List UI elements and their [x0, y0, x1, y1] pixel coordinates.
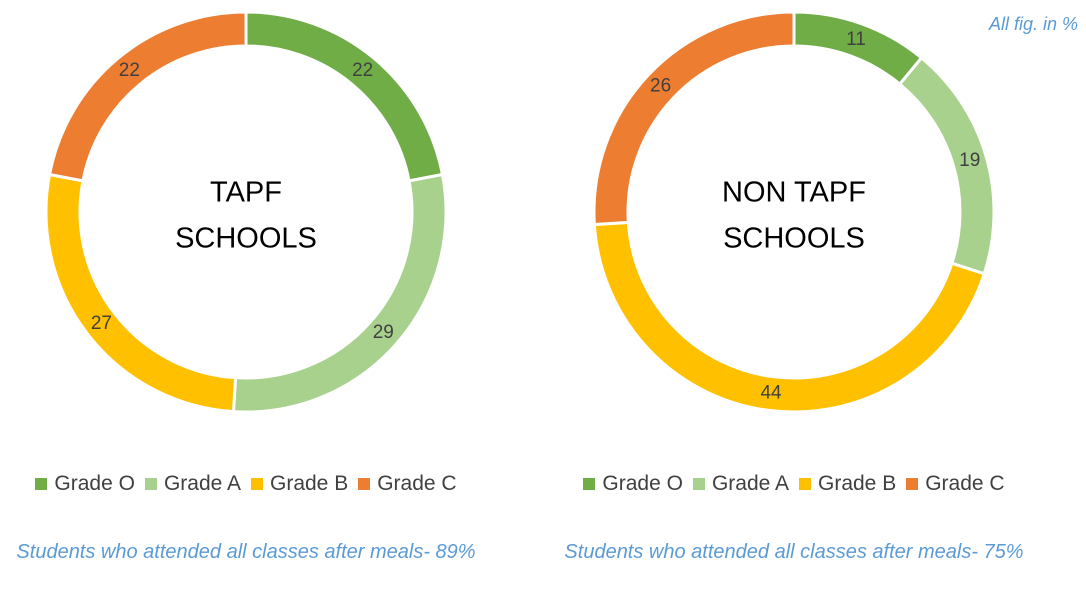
legend-swatch — [251, 478, 263, 490]
data-label: 22 — [352, 60, 373, 81]
legend-label: Grade A — [163, 472, 241, 495]
donut-slice — [47, 10, 248, 183]
center-label: SCHOOLS — [175, 223, 317, 255]
data-label: 22 — [119, 60, 140, 81]
legend-label: Grade C — [377, 472, 457, 495]
center-label: SCHOOLS — [723, 223, 865, 255]
legend-item: Grade B — [799, 472, 896, 496]
donut-slice — [44, 172, 238, 414]
donut-slice — [244, 10, 445, 183]
legend-label: Grade A — [711, 472, 789, 495]
legend: Grade O Grade A Grade B Grade C — [544, 472, 1044, 496]
legend-swatch — [906, 478, 919, 490]
caption: Students who attended all classes after … — [16, 541, 476, 563]
legend-item: Grade O — [35, 472, 135, 496]
legend-label: Grade C — [925, 472, 1005, 495]
legend-item: Grade O — [583, 472, 683, 496]
data-label: 11 — [846, 29, 866, 50]
donut-slice — [231, 172, 448, 414]
legend-swatch — [358, 478, 371, 490]
donut-slice — [592, 10, 796, 227]
legend-label: Grade O — [602, 472, 683, 495]
legend-item: Grade A — [144, 472, 241, 496]
legend-swatch — [144, 478, 157, 490]
legend: Grade O Grade A Grade B Grade C — [0, 472, 496, 496]
legend-label: Grade B — [818, 472, 897, 495]
center-label: TAPF — [210, 177, 282, 209]
legend-item: Grade A — [692, 472, 789, 496]
data-label: 44 — [760, 383, 782, 404]
legend-item: Grade B — [251, 472, 348, 496]
legend-label: Grade B — [270, 472, 349, 495]
legend-swatch — [35, 478, 48, 490]
center-label: NON TAPF — [722, 177, 866, 209]
data-label: 29 — [373, 322, 394, 343]
legend-swatch — [799, 478, 811, 490]
data-label: 26 — [650, 76, 671, 97]
legend-label: Grade O — [54, 472, 135, 495]
legend-item: Grade C — [358, 472, 457, 496]
caption: Students who attended all classes after … — [564, 541, 1024, 563]
legend-swatch — [583, 478, 596, 490]
legend-swatch — [692, 478, 705, 490]
note: All fig. in % — [988, 14, 1078, 34]
data-label: 27 — [91, 313, 112, 334]
data-label: 19 — [959, 150, 980, 171]
legend-item: Grade C — [906, 472, 1005, 496]
